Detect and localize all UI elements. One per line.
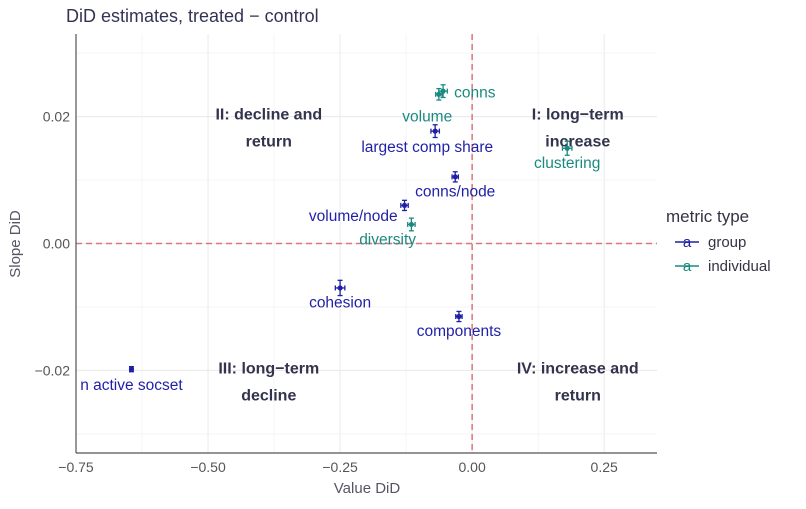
grid-lines: [75, 34, 657, 453]
x-tick-label: 0.00: [459, 459, 486, 475]
point-marker: [564, 145, 570, 151]
point-label: cohesion: [309, 295, 371, 312]
quadrant-label-line: II: decline and: [215, 107, 322, 124]
x-tick-label: −0.75: [58, 459, 94, 475]
x-tick-label: −0.25: [322, 459, 358, 475]
point-label: largest comp share: [361, 139, 493, 156]
data-point-volume: volume: [402, 87, 452, 126]
legend-label: group: [708, 234, 746, 251]
quadrant-label-line: decline: [241, 388, 296, 405]
point-label: diversity: [359, 232, 416, 249]
data-point-clustering: clustering: [534, 140, 600, 172]
point-marker: [452, 174, 458, 180]
quadrant-label-line: III: long−term: [218, 361, 319, 378]
quadrant-label: II: decline and return: [215, 107, 322, 151]
legend-title: metric type: [666, 207, 749, 226]
quadrant-label: IV: increase and return: [517, 361, 639, 405]
point-marker: [401, 202, 408, 209]
point-label: clustering: [534, 155, 600, 172]
tick-labels: −0.75 −0.50 −0.25 0.00 0.25 −0.02 0.00 0.02: [35, 109, 618, 475]
point-label: conns: [454, 84, 496, 101]
quadrant-label-line: return: [555, 388, 601, 405]
quadrant-label-line: increase: [545, 134, 610, 151]
point-label: n active socset: [80, 377, 183, 394]
point-marker: [436, 91, 442, 97]
x-axis-label: Value DiD: [334, 480, 401, 497]
point-label: volume: [402, 109, 452, 126]
data-point-components: components: [417, 310, 502, 340]
data-point-cohesion: cohesion: [309, 279, 371, 312]
data-point-n-active-socset: n active socset: [80, 366, 183, 394]
legend-entry-individual: a individual: [675, 258, 771, 275]
point-marker: [337, 285, 343, 291]
quadrant-label-line: return: [246, 134, 292, 151]
legend-key-glyph: a: [683, 258, 692, 275]
point-marker: [408, 221, 414, 228]
data-point-diversity: diversity: [359, 217, 416, 249]
y-axis-label: Slope DiD: [7, 210, 24, 278]
reference-lines: [76, 34, 657, 453]
legend-label: individual: [708, 258, 771, 275]
quadrant-label: III: long−term decline: [218, 361, 319, 405]
legend-entry-group: a group: [675, 234, 746, 251]
point-marker: [440, 88, 446, 94]
data-point-volume-node: volume/node: [309, 199, 409, 225]
data-point-conns-node: conns/node: [415, 171, 495, 200]
chart-title: DiD estimates, treated − control: [66, 6, 319, 26]
point-marker: [128, 366, 135, 372]
y-tick-label: −0.02: [35, 362, 71, 378]
y-tick-label: 0.00: [43, 236, 70, 252]
point-label: components: [417, 323, 502, 340]
quadrant-label-line: IV: increase and: [517, 361, 639, 378]
quadrant-label: I: long−term increase: [532, 107, 624, 151]
y-tick-label: 0.02: [43, 109, 70, 125]
point-marker: [456, 313, 462, 320]
axes: [75, 34, 657, 454]
point-label: conns/node: [415, 183, 495, 200]
quadrant-labels: I: long−term increase II: decline and retur…: [215, 107, 638, 405]
x-tick-label: −0.50: [190, 459, 226, 475]
point-marker: [432, 128, 438, 134]
quadrant-label-line: I: long−term: [532, 107, 624, 124]
legend-key-glyph: a: [683, 234, 692, 251]
x-tick-label: 0.25: [591, 459, 618, 475]
data-point-largest-comp-share: largest comp share: [361, 124, 493, 156]
point-label: volume/node: [309, 208, 398, 225]
